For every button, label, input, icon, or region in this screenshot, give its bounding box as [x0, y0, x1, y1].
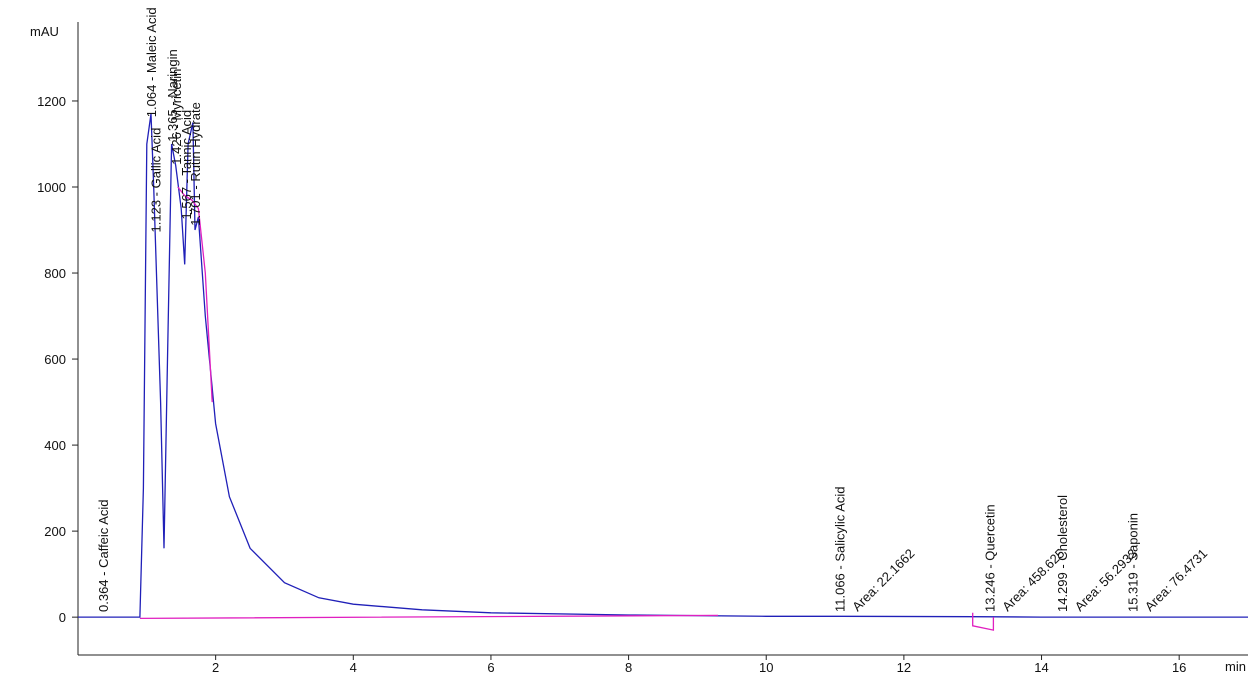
x-tick-label: 8: [625, 660, 632, 675]
trace: [139, 186, 995, 631]
y-tick-label: 1200: [37, 94, 66, 109]
area-label: Area: 76.4731: [1142, 546, 1210, 614]
peak-label: 13.246 - Quercetin: [983, 504, 998, 612]
y-tick-label: 400: [44, 438, 66, 453]
y-tick-label: 1000: [37, 180, 66, 195]
x-tick-label: 2: [212, 660, 219, 675]
peak-label: 0.364 - Caffeic Acid: [96, 500, 111, 613]
peak-label: 1.567 - Tannic Acid: [179, 110, 194, 220]
peak-label: 11.066 - Salicylic Acid: [833, 487, 848, 613]
x-axis-label: min: [1225, 659, 1246, 674]
y-tick-label: 200: [44, 524, 66, 539]
x-tick-label: 6: [487, 660, 494, 675]
y-tick-label: 800: [44, 266, 66, 281]
trace: [78, 113, 1248, 618]
x-tick-label: 16: [1172, 660, 1186, 675]
y-axis-label: mAU: [30, 24, 59, 39]
x-tick-label: 10: [759, 660, 773, 675]
peak-label: 14.299 - Cholesterol: [1055, 495, 1070, 612]
x-tick-label: 4: [350, 660, 357, 675]
peak-label: 1.365 - Naringin: [165, 49, 180, 142]
peak-label: 15.319 - Saponin: [1125, 513, 1140, 612]
x-tick-label: 14: [1034, 660, 1048, 675]
x-tick-label: 12: [897, 660, 911, 675]
peak-label: 1.701 - Rutin Hydrate: [188, 102, 203, 226]
peak-label: 1.123 - Gallic Acid: [148, 128, 163, 233]
y-tick-label: 0: [59, 610, 66, 625]
area-label: Area: 22.1662: [849, 546, 917, 614]
y-tick-label: 600: [44, 352, 66, 367]
peak-label: 1.426 - Myricetin: [169, 69, 184, 165]
peak-label: 1.064 - Maleic Acid: [144, 7, 159, 117]
